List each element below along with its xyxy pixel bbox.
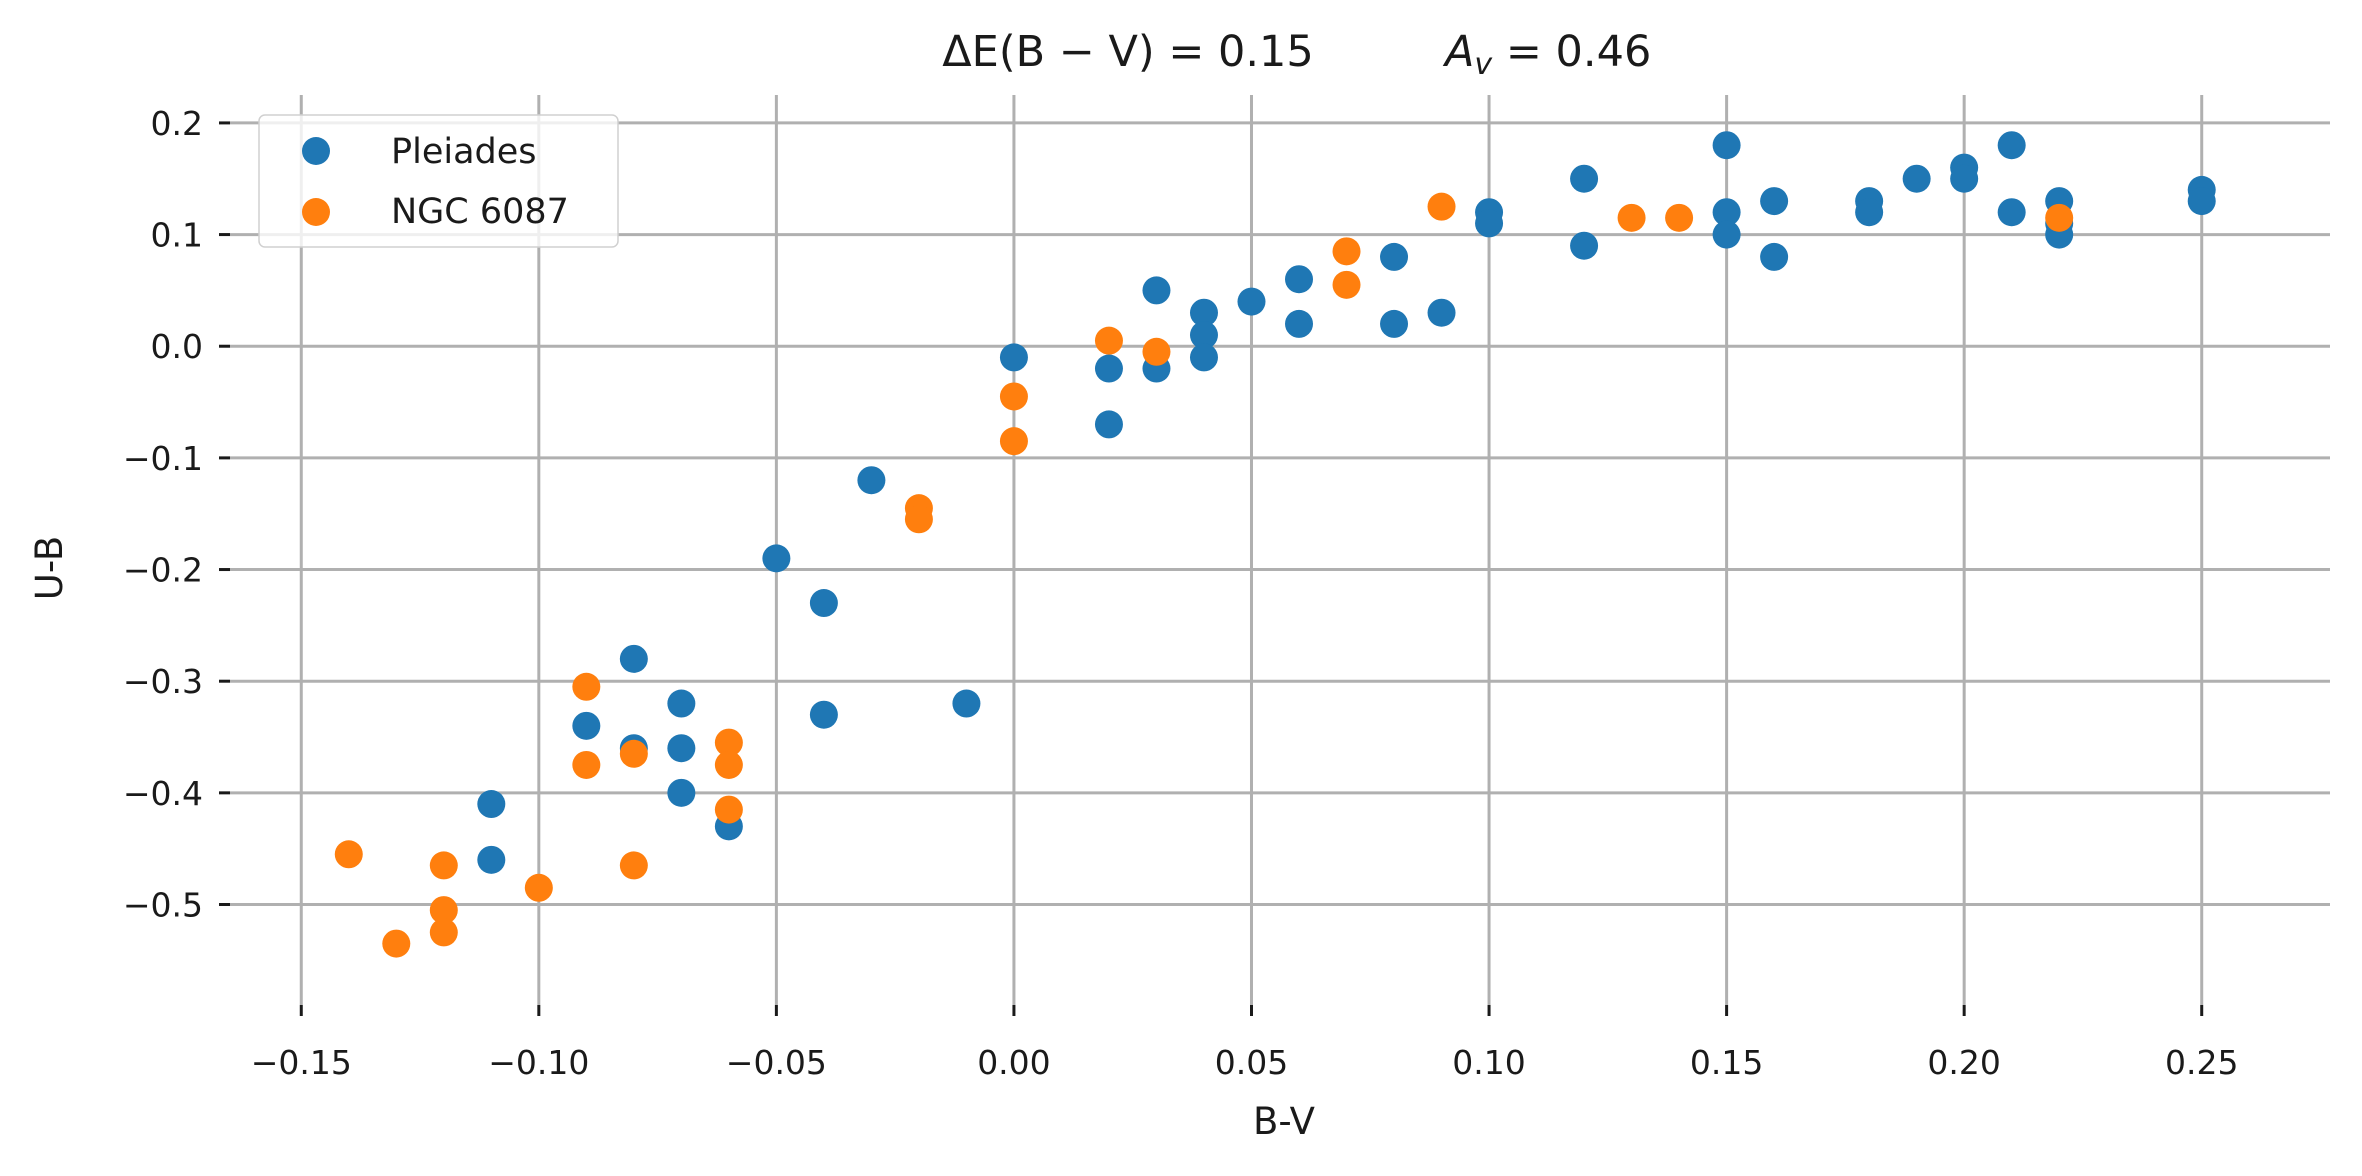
point-pleiades (1237, 287, 1266, 316)
point-pleiades (1380, 242, 1409, 271)
point-ngc-6087 (382, 929, 411, 958)
x-axis-label: B-V (1253, 1100, 1315, 1143)
point-pleiades (477, 790, 506, 819)
point-pleiades (1760, 187, 1789, 216)
point-pleiades (572, 711, 601, 740)
chart-title-right: Av = 0.46 (1442, 27, 1651, 82)
point-pleiades (762, 544, 791, 573)
point-ngc-6087 (999, 382, 1028, 411)
chart-title-right-value: = 0.46 (1492, 27, 1651, 77)
point-ngc-6087 (429, 918, 458, 947)
x-tick-label: 0.25 (2165, 1043, 2238, 1082)
chart-title-right-symbol: A (1442, 27, 1474, 77)
point-ngc-6087 (1332, 270, 1361, 299)
point-ngc-6087 (572, 672, 601, 701)
point-pleiades (1475, 209, 1504, 238)
x-tick-label: −0.05 (726, 1043, 827, 1082)
point-pleiades (1997, 131, 2026, 160)
point-pleiades (1380, 309, 1409, 338)
point-pleiades (1285, 265, 1314, 294)
point-ngc-6087 (619, 851, 648, 880)
point-pleiades (619, 644, 648, 673)
y-tick-label: −0.1 (123, 439, 203, 478)
y-tick-label: −0.5 (123, 886, 203, 925)
x-tick-label: 0.00 (977, 1043, 1050, 1082)
x-tick-label: 0.20 (1927, 1043, 2000, 1082)
point-ngc-6087 (714, 795, 743, 824)
legend-label-ngc6087: NGC 6087 (391, 192, 569, 232)
point-pleiades (809, 700, 838, 729)
point-pleiades (1189, 298, 1218, 327)
point-ngc-6087 (999, 427, 1028, 456)
point-pleiades (1094, 354, 1123, 383)
y-tick-label: 0.2 (151, 104, 203, 143)
x-tick-label: −0.10 (488, 1043, 589, 1082)
point-ngc-6087 (429, 851, 458, 880)
point-pleiades (1427, 298, 1456, 327)
point-pleiades (1855, 198, 1884, 227)
point-pleiades (1712, 220, 1741, 249)
y-tick-label: 0.0 (151, 327, 203, 366)
point-pleiades (1570, 231, 1599, 260)
point-pleiades (667, 778, 696, 807)
legend-marker-pleiades (302, 137, 330, 165)
point-ngc-6087 (714, 728, 743, 757)
legend-marker-ngc6087 (302, 198, 330, 226)
point-pleiades (1189, 343, 1218, 372)
point-ngc-6087 (334, 840, 363, 869)
point-ngc-6087 (429, 896, 458, 925)
point-pleiades (1285, 309, 1314, 338)
point-pleiades (477, 845, 506, 874)
y-tick-label: −0.2 (123, 551, 203, 590)
x-tick-label: 0.15 (1690, 1043, 1763, 1082)
point-ngc-6087 (1094, 326, 1123, 355)
point-ngc-6087 (572, 750, 601, 779)
point-pleiades (857, 466, 886, 495)
point-pleiades (1094, 410, 1123, 439)
point-pleiades (1570, 164, 1599, 193)
y-axis-ticks: 0.2 0.1 0.0 −0.1 −0.2 −0.3 −0.4 −0.5 (123, 104, 230, 925)
chart-title-left: ΔE(B − V) = 0.15 (942, 27, 1314, 77)
point-pleiades (1142, 276, 1171, 305)
point-pleiades (667, 689, 696, 718)
point-pleiades (1950, 164, 1979, 193)
point-ngc-6087 (1427, 192, 1456, 221)
x-axis-ticks: −0.15 −0.10 −0.05 0.00 0.05 0.10 0.15 0.20 0.25 (251, 1005, 2238, 1082)
x-tick-label: −0.15 (251, 1043, 352, 1082)
point-pleiades (1712, 198, 1741, 227)
point-pleiades (2187, 187, 2216, 216)
x-tick-label: 0.05 (1215, 1043, 1288, 1082)
y-axis-label: U-B (28, 536, 71, 601)
point-pleiades (1760, 242, 1789, 271)
point-pleiades (952, 689, 981, 718)
y-tick-label: −0.3 (123, 662, 203, 701)
point-ngc-6087 (619, 739, 648, 768)
y-tick-label: 0.1 (151, 216, 203, 255)
point-ngc-6087 (714, 750, 743, 779)
point-pleiades (1902, 164, 1931, 193)
point-ngc-6087 (904, 505, 933, 534)
legend-label-pleiades: Pleiades (391, 132, 537, 172)
point-pleiades (1189, 321, 1218, 350)
point-pleiades (1712, 131, 1741, 160)
legend-box (258, 114, 619, 248)
point-ngc-6087 (1332, 237, 1361, 266)
y-tick-label: −0.4 (123, 774, 203, 813)
chart-title-right-subscript: v (1474, 47, 1493, 82)
point-ngc-6087 (2045, 203, 2074, 232)
x-tick-label: 0.10 (1452, 1043, 1525, 1082)
point-ngc-6087 (1142, 337, 1171, 366)
data-points (334, 131, 2216, 958)
point-pleiades (809, 589, 838, 618)
point-ngc-6087 (1665, 203, 1694, 232)
legend: Pleiades NGC 6087 (258, 114, 619, 248)
point-ngc-6087 (524, 873, 553, 902)
point-pleiades (667, 734, 696, 763)
point-pleiades (999, 343, 1028, 372)
point-pleiades (1997, 198, 2026, 227)
point-ngc-6087 (1617, 203, 1646, 232)
